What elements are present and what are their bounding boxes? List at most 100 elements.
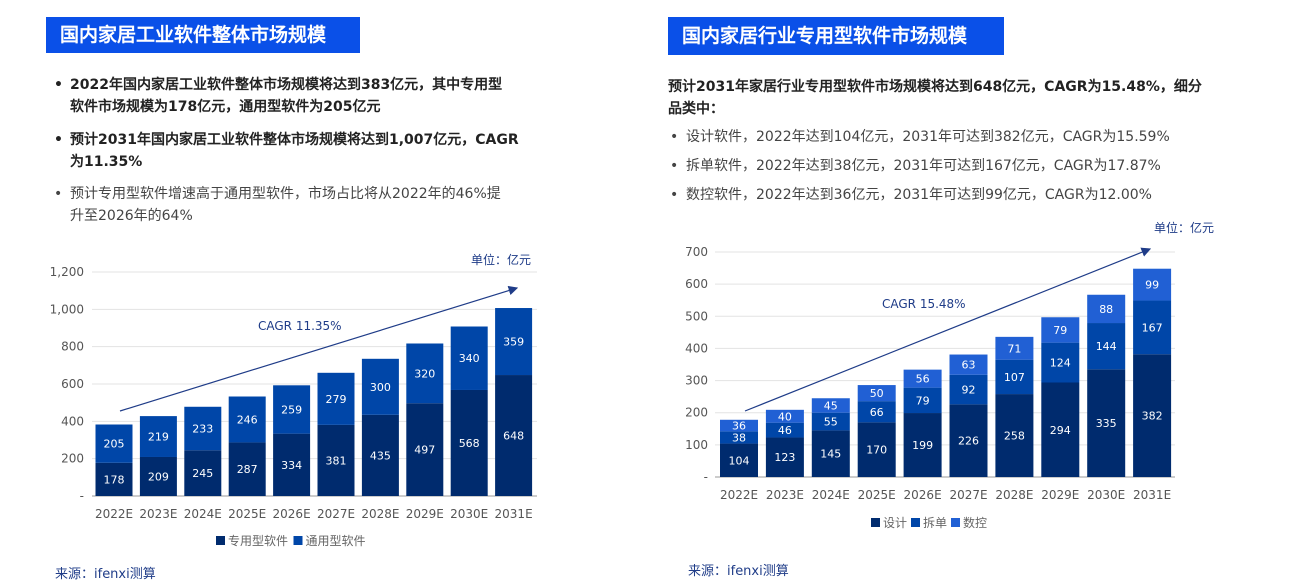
bullet-dot: • [670,129,679,145]
x-tick-label: 2027E [949,488,987,502]
data-label: 66 [870,406,884,419]
data-label: 497 [414,444,435,457]
data-label: 199 [912,439,933,452]
bar-segment [857,385,896,402]
data-label: 294 [1050,424,1071,437]
bar-segment [720,443,758,477]
data-label: 107 [1004,371,1025,384]
bar-segment [857,401,896,423]
x-tick-label: 2024E [184,507,222,521]
bar-segment [450,326,488,390]
unit-label: 单位：亿元 [471,252,531,267]
data-label: 45 [824,399,838,412]
legend-label: 拆单 [923,515,947,530]
x-tick-label: 2025E [228,507,266,521]
legend-label: 数控 [963,515,987,530]
legend-swatch [216,536,225,545]
bar-segment [406,343,444,404]
data-label: 279 [326,393,347,406]
bullet-line: 预计专用型软件增速高于通用型软件，市场占比将从2022年的46%提 [70,186,501,202]
data-label: 170 [866,444,887,457]
data-label: 40 [778,410,792,423]
bar-segment [184,450,222,496]
bar-segment [139,456,177,496]
data-label: 46 [778,424,792,437]
left-bullet: • 2022年国内家居工业软件整体市场规模将达到383亿元，其中专用型 软件市场规模… [54,74,502,118]
data-label: 205 [104,438,125,451]
data-label: 63 [962,359,976,372]
data-label: 92 [962,384,976,397]
right-source: 来源：ifenxi测算 [688,564,789,579]
bar-segment [95,462,133,496]
intro-line: 预计2031年家居行业专用型软件市场规模将达到648亿元，CAGR为15.48%… [668,79,1202,95]
right-intro: 预计2031年家居行业专用型软件市场规模将达到648亿元，CAGR为15.48%… [668,76,1202,120]
bullet-line: 软件市场规模为178亿元，通用型软件为205亿元 [70,99,381,115]
data-label: 36 [732,420,746,433]
bar-segment [273,433,311,496]
bar-segment [495,308,533,376]
bar-segment [273,385,311,434]
data-label: 340 [459,352,480,365]
left-title-bar: 国内家居工业软件整体市场规模 [46,17,360,53]
bar-segment [495,375,533,496]
bar-segment [857,422,896,477]
y-tick-label: 100 [685,438,708,452]
bar-segment [1087,294,1126,324]
data-label: 88 [1099,303,1113,316]
bar-segment [995,394,1034,477]
y-tick-label: 800 [61,340,84,354]
bullet-dot: • [670,187,679,203]
x-tick-label: 2028E [995,488,1033,502]
data-label: 259 [281,403,302,416]
bullet-text: 拆单软件，2022年达到38亿元，2031年可达到167亿元，CAGR为17.8… [686,158,1161,174]
intro-line: 品类中： [668,101,724,117]
bar-segment [228,396,266,443]
data-label: 79 [916,394,930,407]
bar-segment [720,431,758,444]
y-tick-label: - [704,470,708,484]
bullet-line: 预计2031年国内家居工业软件整体市场规模将达到1,007亿元，CAGR [70,132,519,148]
unit-label: 单位：亿元 [1154,220,1214,235]
bar-segment [95,424,133,463]
cagr-annotation: CAGR 11.35% [258,319,342,333]
data-label: 99 [1145,279,1159,292]
bar-segment [949,354,988,375]
data-label: 381 [326,454,347,467]
bar-segment [317,424,355,496]
bullet-text: 设计软件，2022年达到104亿元，2031年可达到382亿元，CAGR为15.… [686,129,1170,145]
y-tick-label: 1,000 [50,302,84,316]
data-label: 648 [503,430,524,443]
data-label: 167 [1142,321,1163,334]
bar-segment [949,374,988,405]
data-label: 287 [237,463,258,476]
data-label: 568 [459,437,480,450]
y-tick-label: 400 [685,341,708,355]
y-tick-label: 700 [685,245,708,259]
x-tick-label: 2030E [1087,488,1125,502]
bullet-dot: • [670,158,679,174]
legend-label: 专用型软件 [228,533,288,548]
bar-segment [765,422,804,438]
bar-segment [1041,342,1080,383]
legend-label: 通用型软件 [306,534,366,548]
bar-segment [184,406,222,451]
y-tick-label: - [80,489,84,503]
x-tick-label: 2031E [1133,488,1171,502]
x-tick-label: 2029E [1041,488,1079,502]
data-label: 245 [192,467,213,480]
data-label: 178 [104,473,125,486]
bar-segment [317,372,355,425]
left-bullet: • 预计专用型软件增速高于通用型软件，市场占比将从2022年的46%提 升至2026… [54,183,501,227]
bar-segment [139,416,177,457]
x-tick-label: 2022E [720,488,758,502]
y-tick-label: 600 [61,377,84,391]
y-tick-label: 1,200 [50,265,84,279]
left-source: 来源：ifenxi测算 [55,567,156,582]
right-bullet: • 拆单软件，2022年达到38亿元，2031年可达到167亿元，CAGR为17.… [670,155,1161,177]
x-tick-label: 2024E [812,488,850,502]
data-label: 124 [1050,357,1071,370]
data-label: 123 [774,451,795,464]
data-label: 38 [732,431,746,444]
cagr-annotation: CAGR 15.48% [882,297,966,311]
